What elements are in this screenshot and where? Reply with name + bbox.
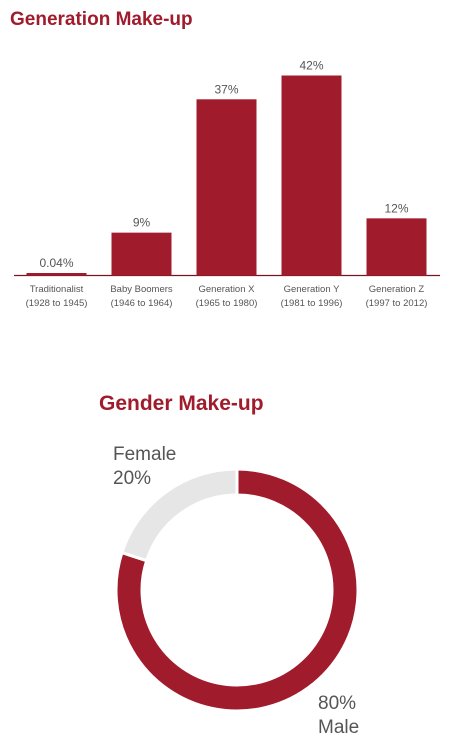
- tick-sublabel-baby-boomers: (1946 to 1964): [111, 298, 173, 309]
- bar-generation-x: [196, 99, 257, 276]
- slice-name-label-male: Male: [318, 717, 359, 738]
- bar-baby-boomers: [111, 232, 172, 276]
- gender-chart-title: Gender Make-up: [99, 392, 264, 415]
- tick-sublabel-traditionalist: (1928 to 1945): [26, 298, 88, 309]
- generation-chart-title: Generation Make-up: [10, 9, 193, 30]
- slice-value-label-male: 80%: [318, 693, 356, 714]
- slice-value-label-female: 20%: [113, 468, 151, 489]
- donut-slice-female: [120, 467, 239, 563]
- tick-label-generation-x: Generation X: [199, 284, 256, 295]
- bar-value-label-generation-z: 12%: [384, 201, 408, 215]
- slice-name-label-female: Female: [113, 444, 176, 465]
- tick-label-generation-z: Generation Z: [369, 284, 425, 295]
- bar-value-label-generation-y: 42%: [299, 59, 323, 73]
- bar-value-label-traditionalist: 0.04%: [39, 256, 73, 270]
- tick-label-baby-boomers: Baby Boomers: [110, 284, 173, 295]
- tick-label-generation-y: Generation Y: [284, 284, 340, 295]
- bar-value-label-generation-x: 37%: [214, 82, 238, 96]
- tick-sublabel-generation-z: (1997 to 2012): [366, 298, 428, 309]
- bar-generation-y: [281, 75, 342, 276]
- generation-bar-chart: 0.04% Traditionalist (1928 to 1945) 9% Baby …: [14, 59, 440, 309]
- donut-slice-male: [114, 467, 360, 713]
- tick-label-traditionalist: Traditionalist: [30, 284, 84, 295]
- tick-sublabel-generation-y: (1981 to 1996): [281, 298, 343, 309]
- tick-sublabel-generation-x: (1965 to 1980): [196, 298, 258, 309]
- bar-generation-z: [366, 218, 427, 276]
- bar-traditionalist: [26, 273, 87, 276]
- bar-value-label-baby-boomers: 9%: [133, 216, 151, 230]
